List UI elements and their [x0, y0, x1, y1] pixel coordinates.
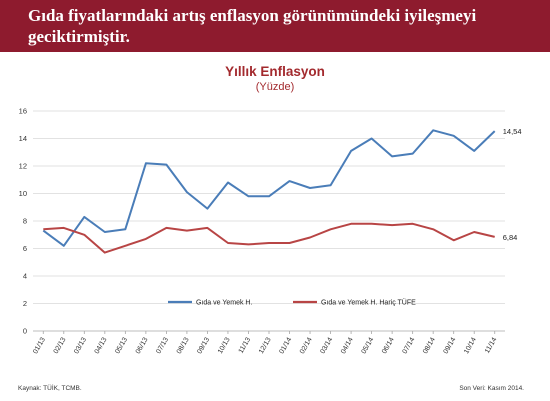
x-tick-label: 09/14	[443, 336, 458, 355]
x-tick-label: 04/13	[94, 336, 109, 355]
x-tick-label: 07/14	[402, 336, 417, 355]
chart-title: Yıllık Enflasyon	[225, 64, 325, 79]
y-tick-label: 6	[23, 244, 27, 253]
x-tick-label: 05/13	[114, 336, 129, 355]
x-tick-label: 06/13	[135, 336, 150, 355]
y-tick-label: 8	[23, 217, 27, 226]
x-tick-label: 06/14	[381, 336, 396, 355]
series-line-food	[42, 129, 496, 247]
x-tick-label: 10/13	[217, 336, 232, 355]
x-tick-label: 10/14	[463, 336, 478, 355]
x-tick-label: 12/13	[258, 336, 273, 355]
y-tick-label: 14	[19, 134, 27, 143]
x-tick-label: 03/14	[319, 336, 334, 355]
y-tick-label: 12	[19, 162, 27, 171]
x-tick-label: 05/14	[361, 336, 376, 355]
y-tick-label: 0	[23, 327, 27, 336]
x-tick-label: 08/14	[422, 336, 437, 355]
x-tick-label: 07/13	[155, 336, 170, 355]
chart-subtitle: (Yüzde)	[255, 81, 295, 93]
banner-line-2: geciktirmiştir.	[28, 27, 130, 46]
header-banner: Gıda fiyatlarındaki artış enflasyon görü…	[0, 0, 550, 52]
x-tick-label: 11/14	[484, 336, 499, 354]
x-tick-label: 02/13	[53, 336, 68, 355]
last-data-note: Son Veri: Kasım 2014.	[459, 385, 524, 392]
x-tick-label: 03/13	[73, 336, 88, 355]
series-end-label: 14,54	[503, 127, 522, 136]
legend-label: Gıda ve Yemek H.	[196, 300, 252, 307]
x-tick-label: 11/13	[238, 336, 253, 354]
y-tick-label: 2	[23, 299, 27, 308]
x-tick-label: 01/14	[278, 336, 293, 355]
x-tick-label: 09/13	[196, 336, 211, 355]
y-tick-label: 4	[23, 272, 27, 281]
legend-label: Gıda ve Yemek H. Hariç TÜFE	[321, 299, 416, 307]
y-tick-label: 16	[19, 107, 27, 116]
source-note: Kaynak: TÜİK, TCMB.	[18, 385, 82, 392]
banner-line-1: Gıda fiyatlarındaki artış enflasyon görü…	[28, 6, 477, 25]
x-tick-label: 02/14	[299, 336, 314, 355]
x-tick-label: 08/13	[176, 336, 191, 355]
x-tick-label: 01/13	[32, 336, 47, 355]
series-end-label: 6,84	[503, 233, 518, 242]
series-line-core	[43, 222, 495, 254]
y-tick-label: 10	[19, 189, 27, 198]
x-tick-label: 04/14	[340, 336, 355, 355]
